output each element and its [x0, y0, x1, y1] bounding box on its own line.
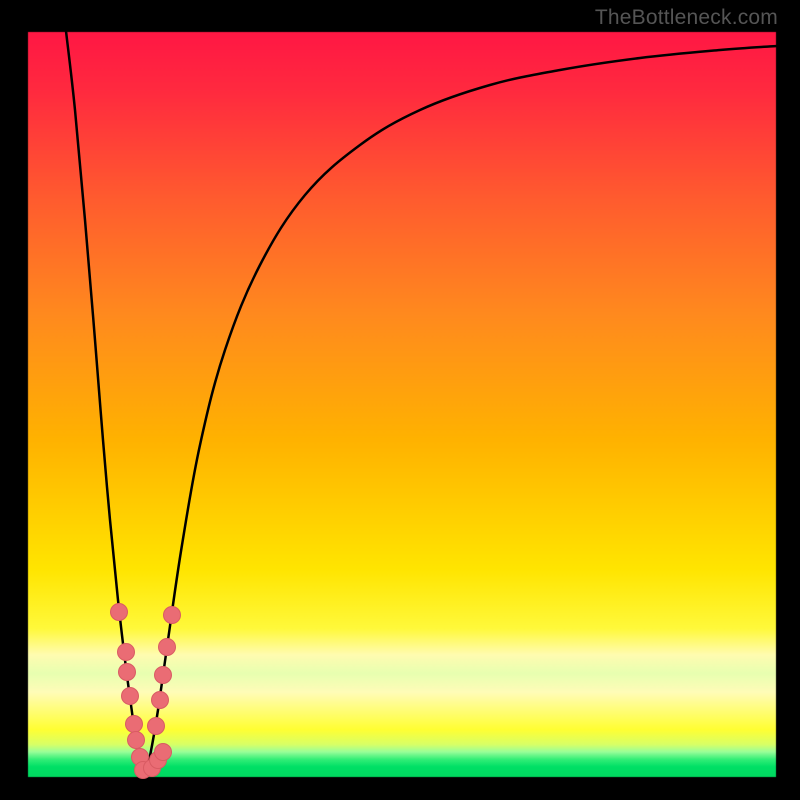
data-marker: [111, 604, 128, 621]
data-marker: [119, 664, 136, 681]
data-marker: [155, 744, 172, 761]
data-marker: [164, 607, 181, 624]
data-marker: [152, 692, 169, 709]
curve-left-branch: [66, 31, 145, 775]
curve-right-branch: [145, 46, 777, 775]
curve-overlay: [0, 0, 800, 800]
data-marker: [155, 667, 172, 684]
chart-container: TheBottleneck.com: [0, 0, 800, 800]
data-marker: [128, 732, 145, 749]
watermark-text: TheBottleneck.com: [595, 6, 778, 30]
data-marker: [148, 718, 165, 735]
data-marker: [159, 639, 176, 656]
data-marker: [122, 688, 139, 705]
data-marker: [126, 716, 143, 733]
data-marker: [118, 644, 135, 661]
